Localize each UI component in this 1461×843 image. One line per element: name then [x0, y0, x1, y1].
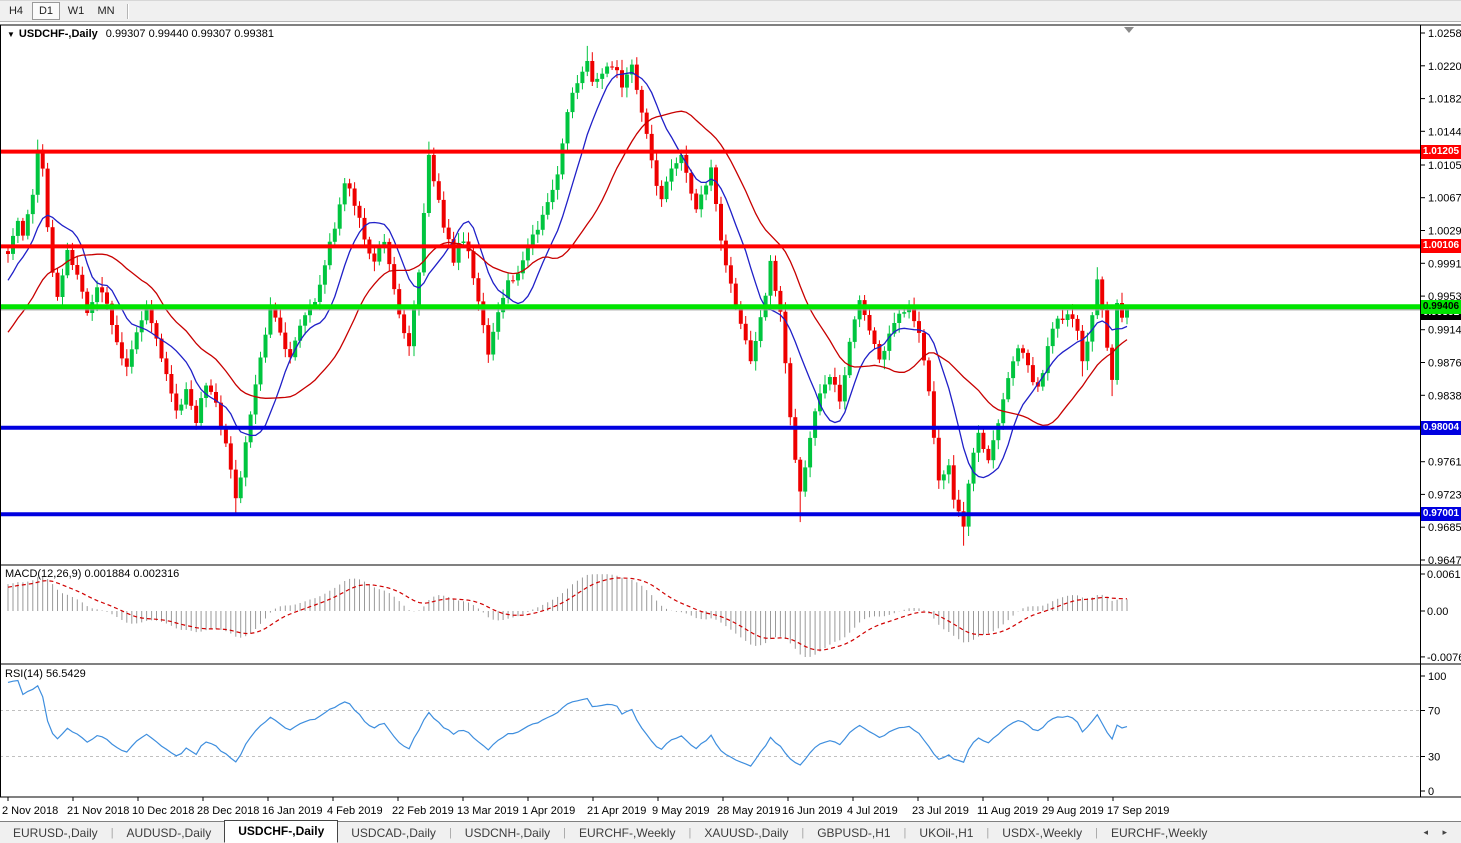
- svg-text:1.02200: 1.02200: [1428, 61, 1461, 73]
- hline-price-label-0.97001: 0.97001: [1421, 507, 1461, 521]
- candlesticks-layer: [6, 45, 1129, 546]
- svg-text:1.01050: 1.01050: [1428, 160, 1461, 172]
- tab-eurusd-daily[interactable]: EURUSD-,Daily: [13, 826, 98, 840]
- svg-text:1 Apr 2019: 1 Apr 2019: [522, 805, 575, 817]
- svg-text:70: 70: [1428, 706, 1440, 718]
- svg-text:30: 30: [1428, 752, 1440, 764]
- macd-name: MACD(12,26,9): [5, 568, 82, 580]
- svg-text:21 Apr 2019: 21 Apr 2019: [587, 805, 646, 817]
- rsi-label: RSI(14) 56.5429: [5, 668, 86, 680]
- chart-tabs-bar: EURUSD-,Daily | AUDUSD-,Daily USDCHF-,Daily…: [0, 820, 1461, 843]
- tab-separator: |: [903, 826, 907, 839]
- svg-text:-0.007612: -0.007612: [1427, 652, 1461, 664]
- svg-text:16 Jun 2019: 16 Jun 2019: [782, 805, 843, 817]
- date-axis[interactable]: 2 Nov 2018 21 Nov 2018 10 Dec 2018 28 Dec 2…: [2, 797, 1169, 817]
- svg-text:10 Dec 2018: 10 Dec 2018: [132, 805, 194, 817]
- svg-text:28 Dec 2018: 28 Dec 2018: [197, 805, 259, 817]
- tab-xauusd-daily[interactable]: XAUUSD-,Daily: [704, 826, 789, 840]
- tab-gbpusd-h1[interactable]: GBPUSD-,H1: [817, 826, 891, 840]
- svg-text:29 Aug 2019: 29 Aug 2019: [1042, 805, 1104, 817]
- price-axis[interactable]: 1.02580 1.02200 1.01820 1.01440 1.01050 1.006…: [1420, 28, 1461, 798]
- tab-usdx-weekly[interactable]: USDX-,Weekly: [1002, 826, 1083, 840]
- svg-text:28 May 2019: 28 May 2019: [717, 805, 781, 817]
- tab-audusd-daily[interactable]: AUDUSD-,Daily: [126, 826, 212, 840]
- tab-eurchf-weekly[interactable]: EURCHF-,Weekly: [1110, 826, 1208, 840]
- svg-text:11 Aug 2019: 11 Aug 2019: [977, 805, 1038, 817]
- svg-text:1.02580: 1.02580: [1428, 28, 1461, 40]
- svg-text:1.01820: 1.01820: [1428, 94, 1461, 106]
- tab-usdchf-daily[interactable]: USDCHF-,Daily: [224, 820, 339, 843]
- svg-text:17 Sep 2019: 17 Sep 2019: [1107, 805, 1169, 817]
- hline-price-label-0.99406: 0.99406: [1421, 300, 1461, 314]
- svg-text:1.01440: 1.01440: [1428, 126, 1461, 138]
- chart-ohlc-values: 0.99307 0.99440 0.99307 0.99381: [105, 28, 274, 40]
- rsi-line: [7, 679, 1128, 767]
- macd-signal-line: [7, 577, 1128, 651]
- macd-histogram: [7, 574, 1128, 657]
- svg-text:4 Feb 2019: 4 Feb 2019: [327, 805, 383, 817]
- tab-scroll-arrows[interactable]: ◂ ▸: [1423, 827, 1453, 837]
- svg-text:1.00670: 1.00670: [1428, 193, 1461, 205]
- tab-separator: |: [1095, 826, 1098, 839]
- chart-symbol: USDCHF-,Daily: [18, 28, 98, 40]
- svg-text:100: 100: [1428, 671, 1446, 683]
- svg-text:0.00613: 0.00613: [1427, 569, 1461, 581]
- svg-text:23 Jul 2019: 23 Jul 2019: [912, 805, 969, 817]
- tab-separator: |: [801, 826, 805, 839]
- ma-fast-line: [7, 71, 1128, 479]
- ma-slow-line: [7, 110, 1128, 427]
- tab-ukoil-h1[interactable]: UKOil-,H1: [919, 826, 974, 840]
- tab-separator: |: [110, 826, 114, 839]
- tab-separator: |: [448, 826, 452, 839]
- chart-background: [0, 21, 1461, 821]
- tab-eurchf-weekly[interactable]: EURCHF-,Weekly: [579, 826, 676, 840]
- tab-separator: |: [563, 826, 566, 839]
- svg-text:2 Nov 2018: 2 Nov 2018: [2, 805, 58, 817]
- toolbar-separator: [127, 3, 129, 19]
- collapse-arrow-icon[interactable]: ▼: [7, 30, 15, 39]
- rsi-name: RSI(14): [5, 668, 43, 680]
- tab-usdcnh-daily[interactable]: USDCNH-,Daily: [464, 826, 551, 840]
- svg-text:13 Mar 2019: 13 Mar 2019: [457, 805, 519, 817]
- hline-price-label-1.00106: 1.00106: [1421, 239, 1461, 253]
- svg-text:16 Jan 2019: 16 Jan 2019: [262, 805, 323, 817]
- timeframe-button-h4[interactable]: H4: [8, 5, 24, 17]
- timeframe-button-w1[interactable]: W1: [67, 5, 85, 17]
- pane-borders: [0, 24, 1461, 798]
- tab-separator: |: [986, 826, 990, 839]
- svg-text:0: 0: [1428, 786, 1434, 798]
- macd-values: 0.001884 0.002316: [84, 568, 180, 580]
- tab-separator: |: [688, 826, 692, 839]
- svg-text:9 May 2019: 9 May 2019: [652, 805, 709, 817]
- rsi-value: 56.5429: [45, 668, 86, 680]
- chart-title-row: ▼ USDCHF-,Daily 0.99307 0.99440 0.99307 0.…: [7, 28, 274, 40]
- svg-text:21 Nov 2018: 21 Nov 2018: [67, 805, 129, 817]
- tab-usdcad-daily[interactable]: USDCAD-,Daily: [351, 826, 436, 840]
- macd-label: MACD(12,26,9) 0.001884 0.002316: [5, 568, 179, 580]
- timeframe-button-mn[interactable]: MN: [97, 5, 115, 17]
- svg-text:22 Feb 2019: 22 Feb 2019: [392, 805, 454, 817]
- hline-price-label-0.98004: 0.98004: [1421, 421, 1461, 435]
- svg-text:0.00: 0.00: [1427, 606, 1448, 618]
- timeframe-toolbar: H4 D1 W1 MN: [0, 0, 1461, 22]
- svg-text:4 Jul 2019: 4 Jul 2019: [847, 805, 898, 817]
- chart-shift-marker-icon[interactable]: [1124, 27, 1134, 33]
- timeframe-button-d1[interactable]: D1: [32, 2, 60, 20]
- hline-price-label-1.01205: 1.01205: [1421, 145, 1461, 159]
